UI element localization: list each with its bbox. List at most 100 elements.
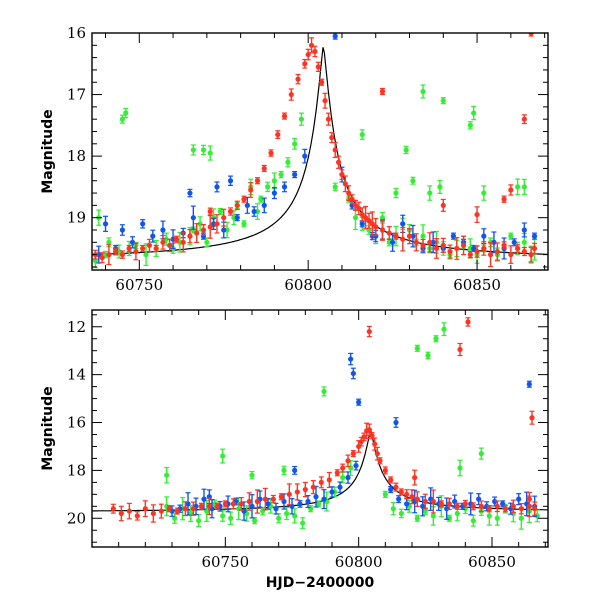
data-point (526, 496, 532, 502)
data-point (281, 113, 288, 119)
data-point (529, 415, 535, 421)
data-point (332, 147, 338, 153)
data-point (359, 211, 365, 218)
y-tick-label: 18 (67, 461, 86, 479)
data-point (261, 202, 267, 208)
data-point (358, 439, 364, 445)
data-point (234, 202, 240, 208)
data-point (521, 248, 527, 255)
data-point (285, 159, 291, 165)
data-point (412, 474, 418, 481)
data-point (227, 178, 234, 184)
data-point (207, 224, 213, 230)
data-point (329, 135, 335, 141)
data-point (481, 233, 487, 239)
data-point (420, 88, 426, 95)
data-point (440, 242, 446, 248)
data-point (204, 239, 210, 245)
data-point (166, 506, 172, 512)
data-point (292, 467, 298, 473)
data-point (194, 230, 200, 236)
data-point (363, 215, 369, 221)
data-point (230, 501, 236, 507)
plot-area (92, 317, 548, 530)
data-point (366, 427, 372, 433)
y-tick-label: 20 (67, 509, 86, 527)
data-point (207, 150, 213, 156)
data-point (150, 510, 156, 517)
data-point (396, 496, 402, 502)
data-point (400, 236, 406, 242)
data-point (356, 205, 362, 212)
data-point (302, 153, 308, 159)
data-point (422, 498, 428, 505)
data-point (414, 515, 420, 521)
data-point (302, 486, 308, 493)
data-point (146, 242, 153, 248)
data-point (528, 252, 534, 258)
data-point (494, 503, 500, 509)
data-point (521, 116, 527, 122)
data-point (214, 184, 220, 190)
data-point (349, 196, 355, 202)
data-point (414, 496, 420, 502)
axes-frame (91, 32, 549, 271)
y-tick-label: 18 (67, 147, 86, 165)
data-point (140, 221, 146, 227)
data-point (200, 227, 207, 233)
data-point (379, 227, 386, 233)
data-point (501, 242, 507, 248)
data-point (313, 494, 319, 500)
data-point (474, 248, 480, 255)
data-point (379, 88, 386, 95)
data-point (134, 513, 140, 519)
data-point (511, 239, 517, 245)
data-point (190, 147, 196, 153)
data-point (352, 202, 359, 208)
data-point (382, 491, 388, 497)
data-point (398, 489, 404, 495)
data-point (196, 518, 202, 524)
x-tick-label: 60800 (284, 276, 332, 294)
y-axis-label: Magnitude (40, 386, 56, 470)
data-point (393, 233, 399, 239)
data-point (478, 503, 484, 509)
data-point (254, 498, 260, 505)
data-point (288, 91, 294, 98)
data-point (249, 503, 255, 509)
data-point (329, 489, 335, 495)
data-point (491, 239, 497, 245)
data-point (413, 239, 419, 245)
red-series (92, 33, 538, 268)
y-tick-label: 19 (67, 209, 86, 227)
data-point (481, 190, 487, 196)
data-point (420, 503, 426, 509)
data-point (150, 233, 156, 239)
data-point (366, 328, 372, 335)
data-point (281, 467, 287, 473)
data-point (447, 248, 453, 255)
data-point (292, 513, 298, 519)
data-point (294, 489, 300, 495)
data-point (508, 187, 514, 193)
data-point (198, 503, 204, 509)
data-point (532, 506, 538, 512)
data-point (187, 233, 193, 239)
data-point (332, 33, 338, 39)
data-point (379, 215, 386, 221)
data-point (275, 131, 281, 138)
data-point (251, 208, 257, 215)
data-point (494, 248, 500, 255)
data-point (400, 221, 406, 227)
data-point (123, 110, 129, 116)
data-point (377, 458, 383, 464)
data-point (265, 501, 271, 507)
data-point (454, 503, 460, 509)
data-point (345, 458, 351, 464)
data-point (515, 184, 521, 190)
data-point (99, 255, 105, 261)
data-point (118, 510, 124, 517)
y-tick-label: 17 (67, 86, 86, 104)
data-point (321, 496, 327, 502)
data-point (446, 515, 452, 521)
